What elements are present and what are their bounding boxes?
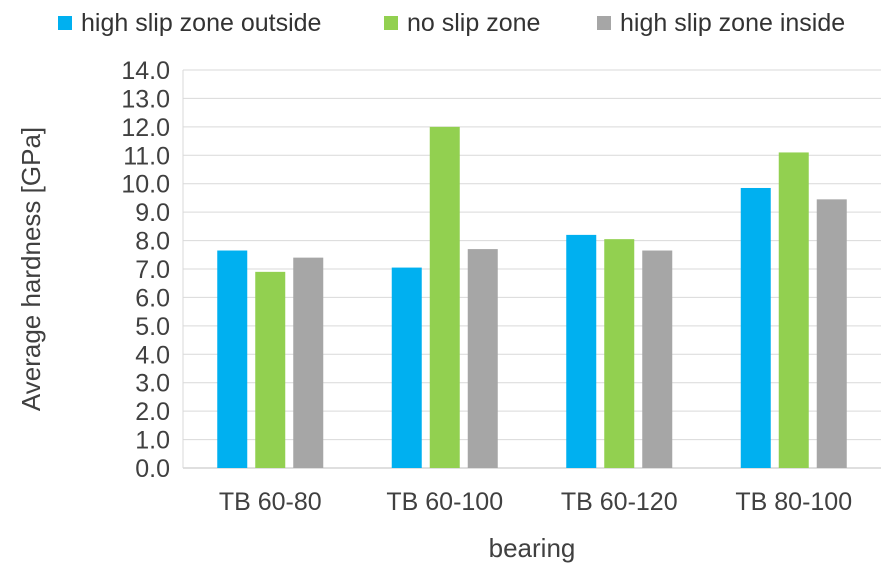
bar bbox=[740, 187, 771, 468]
legend-swatch-no-slip bbox=[384, 16, 398, 30]
legend-item-no-slip: no slip zone bbox=[384, 6, 540, 40]
bar bbox=[429, 126, 460, 468]
legend-label-high-slip-inside: high slip zone inside bbox=[620, 8, 846, 37]
x-tick-label: TB 60-80 bbox=[219, 488, 322, 516]
legend-swatch-high-slip-outside bbox=[58, 16, 72, 30]
bar bbox=[217, 250, 248, 468]
y-tick-label: 3.0 bbox=[135, 370, 170, 398]
y-tick-label: 1.0 bbox=[135, 427, 170, 455]
bar bbox=[467, 249, 498, 468]
bar bbox=[293, 257, 324, 468]
y-tick-label: 9.0 bbox=[135, 199, 170, 227]
y-tick-label: 2.0 bbox=[135, 398, 170, 426]
bar bbox=[642, 250, 673, 468]
y-tick-label: 5.0 bbox=[135, 313, 170, 341]
x-tick-label: TB 60-120 bbox=[561, 488, 678, 516]
x-tick-label: TB 60-100 bbox=[386, 488, 503, 516]
bars bbox=[217, 126, 847, 468]
legend-swatch-high-slip-inside bbox=[597, 16, 611, 30]
legend-label-high-slip-outside: high slip zone outside bbox=[81, 8, 322, 37]
y-tick-label: 8.0 bbox=[135, 228, 170, 256]
y-tick-label: 14.0 bbox=[121, 57, 170, 85]
y-tick-label: 11.0 bbox=[123, 142, 170, 170]
legend-item-high-slip-outside: high slip zone outside bbox=[58, 6, 321, 40]
y-tick-labels: 0.01.02.03.04.05.06.07.08.09.010.011.012… bbox=[121, 57, 170, 483]
y-tick-label: 6.0 bbox=[135, 284, 170, 312]
bar bbox=[566, 234, 597, 468]
y-tick-label: 4.0 bbox=[135, 341, 170, 369]
y-tick-label: 12.0 bbox=[121, 114, 170, 142]
y-tick-label: 0.0 bbox=[135, 455, 170, 483]
x-axis-label: bearing bbox=[489, 533, 576, 563]
y-axis-label: Average hardness [GPa] bbox=[16, 127, 46, 411]
bar bbox=[778, 152, 809, 468]
legend-label-no-slip: no slip zone bbox=[407, 8, 541, 37]
bar bbox=[255, 271, 286, 468]
bar bbox=[391, 267, 422, 468]
y-tick-label: 7.0 bbox=[135, 256, 170, 284]
bar bbox=[816, 199, 847, 468]
legend-item-high-slip-inside: high slip zone inside bbox=[597, 6, 845, 40]
gridlines bbox=[182, 69, 881, 469]
x-tick-label: TB 80-100 bbox=[735, 488, 852, 516]
bar bbox=[604, 239, 635, 468]
y-tick-label: 10.0 bbox=[121, 171, 170, 199]
legend: high slip zone outside no slip zone high… bbox=[0, 6, 881, 40]
x-tick-labels: TB 60-80 TB 60-100 TB 60-120 TB 80-100 bbox=[219, 488, 852, 516]
y-tick-label: 13.0 bbox=[121, 85, 170, 113]
